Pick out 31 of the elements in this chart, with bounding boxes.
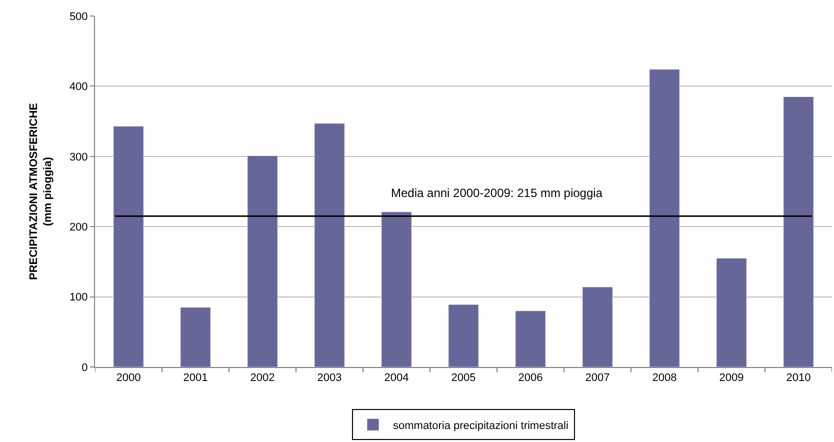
legend-label: sommatoria precipitazioni trimestrali: [393, 420, 568, 432]
bar: [180, 307, 211, 367]
y-tick-label: 200: [69, 221, 88, 234]
y-axis-title: PRECIPITAZIONI ATMOSFERICHE (mm pioggia): [28, 102, 54, 280]
bar: [582, 286, 613, 367]
ref-line-label: Media anni 2000-2009: 215 mm pioggia: [391, 186, 603, 200]
x-tick-label: 2006: [518, 372, 543, 384]
x-tick-label: 2007: [585, 372, 610, 384]
x-tick-label: 2001: [183, 372, 208, 384]
bar: [381, 212, 412, 367]
y-tick-label: 0: [82, 362, 88, 374]
x-tick-label: 2004: [384, 372, 409, 384]
bar: [113, 126, 144, 367]
y-tick-label: 300: [69, 151, 88, 164]
bar: [448, 304, 479, 367]
bar: [314, 123, 345, 367]
bar: [783, 96, 814, 367]
bar: [649, 69, 680, 367]
y-tick-label: 100: [69, 292, 88, 304]
x-tick-label: 2009: [719, 372, 744, 384]
x-tick-label: 2000: [116, 372, 141, 384]
x-tick-label: 2010: [786, 372, 811, 384]
y-tick-label: 400: [69, 81, 88, 94]
x-tick-label: 2005: [451, 372, 476, 384]
x-tick-label: 2003: [317, 372, 342, 384]
bar: [515, 310, 546, 367]
bar: [716, 258, 747, 367]
y-tick-label: 500: [69, 10, 88, 23]
bar: [247, 155, 278, 367]
x-tick-label: 2008: [652, 372, 677, 384]
x-tick-label: 2002: [250, 372, 275, 384]
